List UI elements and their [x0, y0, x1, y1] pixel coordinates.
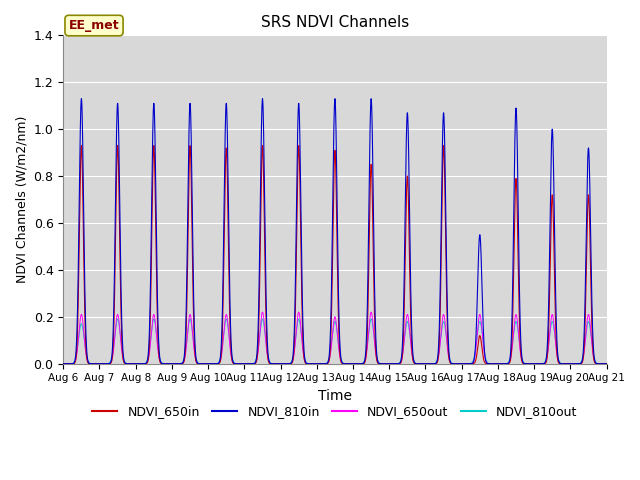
Y-axis label: NDVI Channels (W/m2/nm): NDVI Channels (W/m2/nm)	[15, 116, 28, 283]
Legend: NDVI_650in, NDVI_810in, NDVI_650out, NDVI_810out: NDVI_650in, NDVI_810in, NDVI_650out, NDV…	[88, 400, 582, 423]
Text: EE_met: EE_met	[68, 19, 119, 32]
Title: SRS NDVI Channels: SRS NDVI Channels	[260, 15, 409, 30]
X-axis label: Time: Time	[318, 389, 352, 403]
